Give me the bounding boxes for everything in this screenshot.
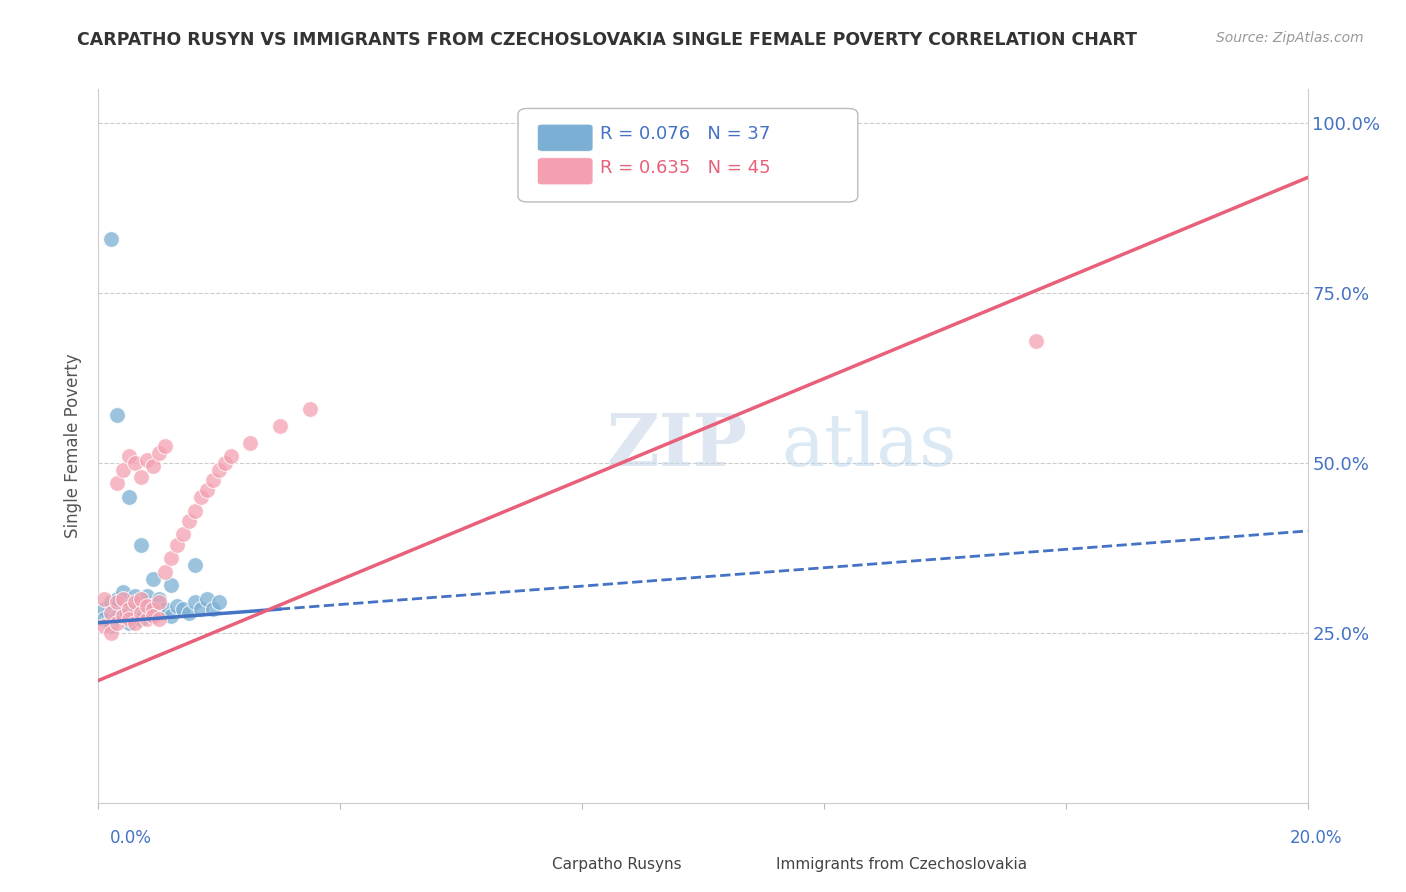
Y-axis label: Single Female Poverty: Single Female Poverty — [65, 354, 83, 538]
Point — [118, 449, 141, 463]
Point — [105, 595, 128, 609]
Point — [124, 595, 146, 609]
Point — [160, 608, 183, 623]
Point — [100, 626, 122, 640]
Point — [239, 435, 262, 450]
Text: atlas: atlas — [782, 410, 957, 482]
Point — [299, 401, 322, 416]
FancyBboxPatch shape — [537, 158, 593, 185]
FancyBboxPatch shape — [517, 109, 858, 202]
Point — [148, 446, 170, 460]
Text: ZIP: ZIP — [606, 410, 747, 482]
Point — [195, 591, 218, 606]
Point — [111, 591, 134, 606]
Point — [124, 589, 146, 603]
Point — [153, 439, 176, 453]
Point — [142, 459, 165, 474]
Point — [202, 473, 225, 487]
Point — [184, 558, 207, 572]
Point — [208, 463, 231, 477]
Point — [118, 490, 141, 504]
Point — [100, 232, 122, 246]
Text: CARPATHO RUSYN VS IMMIGRANTS FROM CZECHOSLOVAKIA SINGLE FEMALE POVERTY CORRELATI: CARPATHO RUSYN VS IMMIGRANTS FROM CZECHO… — [77, 31, 1137, 49]
Point — [118, 599, 141, 613]
Point — [93, 612, 115, 626]
Point — [93, 591, 115, 606]
Text: Immigrants from Czechoslovakia: Immigrants from Czechoslovakia — [776, 857, 1026, 872]
Point — [129, 469, 152, 483]
Point — [118, 602, 141, 616]
Point — [148, 612, 170, 626]
Point — [93, 619, 115, 633]
FancyBboxPatch shape — [537, 124, 593, 152]
Point — [105, 608, 128, 623]
Point — [135, 595, 157, 609]
Point — [135, 599, 157, 613]
Point — [124, 615, 146, 630]
Point — [160, 578, 183, 592]
Point — [184, 595, 207, 609]
Point — [160, 551, 183, 566]
Point — [172, 527, 194, 541]
Point — [208, 595, 231, 609]
Point — [142, 608, 165, 623]
Point — [111, 608, 134, 623]
Point — [129, 606, 152, 620]
Point — [166, 537, 188, 551]
Point — [93, 602, 115, 616]
Point — [153, 602, 176, 616]
Point — [135, 452, 157, 467]
Point — [148, 595, 170, 609]
FancyBboxPatch shape — [501, 855, 543, 876]
Point — [129, 602, 152, 616]
Point — [184, 503, 207, 517]
Point — [142, 608, 165, 623]
FancyBboxPatch shape — [724, 855, 768, 876]
Point — [179, 514, 201, 528]
Point — [111, 606, 134, 620]
Point — [111, 463, 134, 477]
Point — [105, 615, 128, 630]
Text: Source: ZipAtlas.com: Source: ZipAtlas.com — [1216, 31, 1364, 45]
Point — [1024, 334, 1046, 348]
Point — [100, 619, 122, 633]
Point — [148, 606, 170, 620]
Point — [221, 449, 243, 463]
Point — [118, 612, 141, 626]
Point — [129, 537, 152, 551]
Point — [111, 585, 134, 599]
Text: 20.0%: 20.0% — [1291, 829, 1343, 847]
Point — [100, 606, 122, 620]
Point — [135, 612, 157, 626]
Text: Carpatho Rusyns: Carpatho Rusyns — [551, 857, 682, 872]
Point — [195, 483, 218, 498]
Text: 0.0%: 0.0% — [110, 829, 152, 847]
Point — [202, 602, 225, 616]
Point — [142, 599, 165, 613]
Point — [135, 589, 157, 603]
Point — [166, 599, 188, 613]
Text: R = 0.635   N = 45: R = 0.635 N = 45 — [600, 159, 770, 177]
Point — [118, 615, 141, 630]
Point — [172, 602, 194, 616]
Point — [100, 595, 122, 609]
Point — [214, 456, 236, 470]
Point — [105, 409, 128, 423]
Point — [124, 456, 146, 470]
Point — [129, 591, 152, 606]
Point — [142, 572, 165, 586]
Point — [105, 476, 128, 491]
Point — [179, 606, 201, 620]
Point — [142, 602, 165, 616]
Point — [269, 418, 291, 433]
Point — [105, 591, 128, 606]
Point — [124, 606, 146, 620]
Point — [148, 591, 170, 606]
Text: R = 0.076   N = 37: R = 0.076 N = 37 — [600, 125, 770, 143]
Point — [129, 612, 152, 626]
Point — [153, 565, 176, 579]
Point — [190, 490, 212, 504]
Point — [190, 602, 212, 616]
